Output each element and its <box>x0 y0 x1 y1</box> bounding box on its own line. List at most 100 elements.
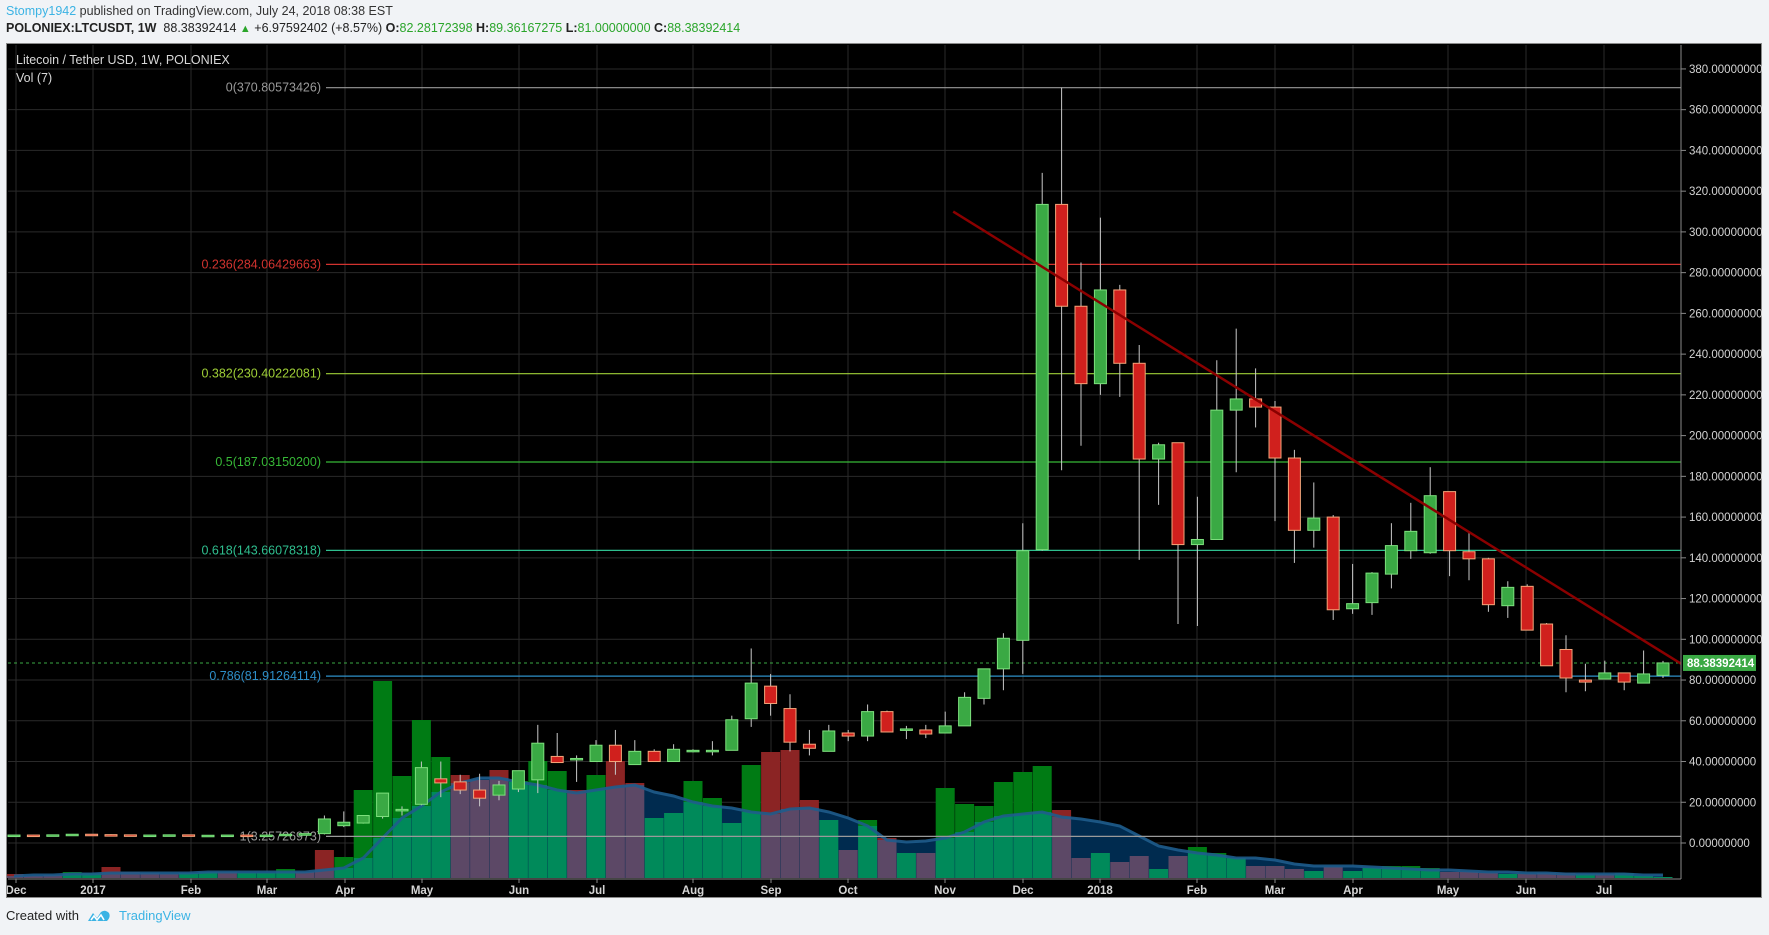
candle[interactable] <box>1229 328 1243 473</box>
candle[interactable] <box>608 729 622 775</box>
candle[interactable] <box>1384 523 1398 589</box>
candle[interactable] <box>531 724 545 794</box>
author-link[interactable]: Stompy1942 <box>6 4 77 18</box>
candle[interactable] <box>453 774 467 795</box>
fib-level-label: 1(3.25726973) <box>240 829 321 843</box>
candle[interactable] <box>279 833 293 837</box>
volume-bar-overlap <box>858 826 878 878</box>
candle[interactable] <box>1578 663 1592 692</box>
candle[interactable] <box>1520 584 1534 631</box>
candle[interactable] <box>434 761 448 798</box>
candle[interactable] <box>1617 672 1631 691</box>
volume-bar-overlap <box>1634 876 1654 878</box>
candle[interactable] <box>162 834 176 837</box>
candle[interactable] <box>802 729 816 756</box>
candle[interactable] <box>628 740 642 766</box>
candle[interactable] <box>1637 650 1651 684</box>
candle[interactable] <box>356 815 370 824</box>
time-axis-label: Apr <box>335 885 355 897</box>
candle[interactable] <box>570 755 584 782</box>
time-axis-label: Jul <box>1596 885 1613 897</box>
candle[interactable] <box>1132 344 1146 560</box>
candle[interactable] <box>1171 442 1185 625</box>
candle[interactable] <box>1093 217 1107 395</box>
candle[interactable] <box>1152 442 1166 505</box>
candle[interactable] <box>899 725 913 740</box>
candle[interactable] <box>705 741 719 756</box>
low-label: L: <box>565 21 578 35</box>
trendline[interactable] <box>952 210 1682 665</box>
candle[interactable] <box>1210 360 1224 540</box>
candle[interactable] <box>220 834 234 838</box>
candle[interactable] <box>182 834 196 837</box>
candle[interactable] <box>958 692 972 727</box>
candle[interactable] <box>259 834 273 838</box>
candle[interactable] <box>1035 172 1049 551</box>
candle[interactable] <box>337 811 351 828</box>
tradingview-link[interactable]: TradingView <box>118 908 191 923</box>
candle[interactable] <box>1287 449 1301 563</box>
candle[interactable] <box>1016 523 1030 674</box>
candle[interactable] <box>589 740 603 763</box>
candle[interactable] <box>26 834 40 838</box>
chart-container[interactable]: 0(370.80573426) 0.236(284.06429663) 0.382(… <box>6 43 1763 899</box>
candle[interactable] <box>473 773 487 807</box>
candle[interactable] <box>1346 563 1360 614</box>
candle[interactable] <box>1598 660 1612 680</box>
volume-bar-overlap <box>256 873 276 878</box>
candle[interactable] <box>240 834 254 838</box>
candle[interactable] <box>65 833 79 837</box>
candle[interactable] <box>511 770 525 793</box>
candle[interactable] <box>841 729 855 742</box>
candle[interactable] <box>783 694 797 752</box>
candle[interactable] <box>1307 482 1321 548</box>
candle[interactable] <box>880 710 894 733</box>
candle[interactable] <box>1540 623 1554 667</box>
candle[interactable] <box>686 749 700 753</box>
candle[interactable] <box>1190 496 1204 627</box>
candle[interactable] <box>550 733 564 764</box>
candle[interactable] <box>104 834 118 837</box>
candle[interactable] <box>861 704 875 742</box>
volume-bar-overlap <box>334 868 354 878</box>
candle[interactable] <box>1481 557 1495 612</box>
candle[interactable] <box>7 834 21 838</box>
candle[interactable] <box>1113 284 1127 397</box>
candle[interactable] <box>1443 491 1457 577</box>
candle[interactable] <box>85 833 99 837</box>
candle[interactable] <box>414 761 428 806</box>
candle[interactable] <box>938 711 952 734</box>
candle[interactable] <box>725 715 739 751</box>
candle[interactable] <box>667 744 681 763</box>
candle[interactable] <box>822 724 836 752</box>
candle[interactable] <box>977 668 991 705</box>
tradingview-logo-icon[interactable] <box>87 909 111 923</box>
candle[interactable] <box>1404 502 1418 559</box>
candle[interactable] <box>1365 572 1379 615</box>
volume-bar-overlap <box>314 870 334 878</box>
fib-level-label: 0.382(230.40222081) <box>201 367 321 381</box>
candle[interactable] <box>744 648 758 727</box>
candle[interactable] <box>1074 262 1088 446</box>
candle[interactable] <box>764 673 778 716</box>
candle[interactable] <box>1268 400 1282 522</box>
candle[interactable] <box>123 834 137 837</box>
candle[interactable] <box>376 792 390 819</box>
candle[interactable] <box>492 780 506 801</box>
candle[interactable] <box>298 833 312 836</box>
candle[interactable] <box>1326 515 1340 620</box>
candle[interactable] <box>143 834 157 838</box>
candle[interactable] <box>919 724 933 739</box>
candle[interactable] <box>395 806 409 816</box>
candle[interactable] <box>201 834 215 838</box>
candle[interactable] <box>1501 581 1515 618</box>
candle[interactable] <box>46 834 60 837</box>
candle[interactable] <box>1462 531 1476 581</box>
candle[interactable] <box>647 749 661 763</box>
candle[interactable] <box>317 815 331 835</box>
volume-legend[interactable]: Vol (7) <box>16 71 52 85</box>
candle[interactable] <box>996 633 1010 691</box>
candle[interactable] <box>1559 635 1573 693</box>
candle[interactable] <box>1656 660 1670 679</box>
price-chart[interactable]: 0(370.80573426) 0.236(284.06429663) 0.382(… <box>7 44 1763 899</box>
